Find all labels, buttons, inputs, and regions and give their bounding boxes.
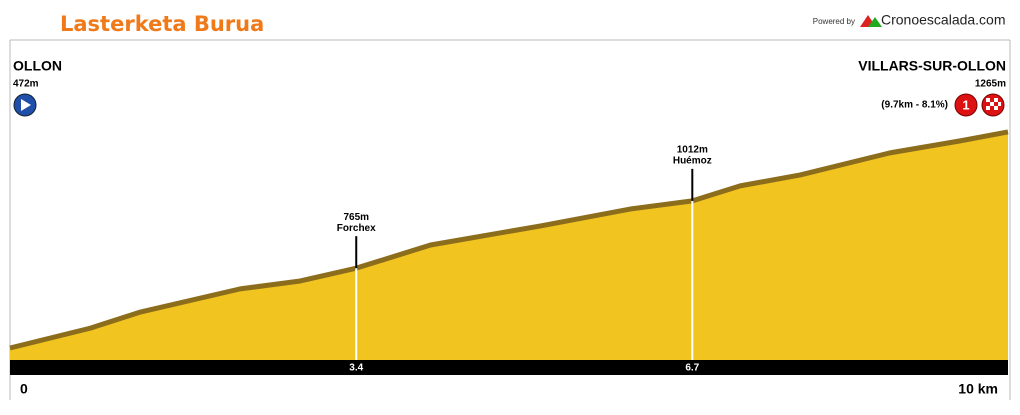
brand-logo <box>860 15 882 27</box>
x-end-label: 10 km <box>958 381 998 397</box>
powered-by: Powered by <box>813 17 855 26</box>
x-tick-label: 0 <box>20 381 28 397</box>
end-name: VILLARS-SUR-OLLON <box>858 58 1006 74</box>
marker-name: Forchex <box>337 223 376 234</box>
category-badge <box>954 93 978 117</box>
marker-elevation: 765m <box>343 212 369 223</box>
marker-distance: 6.7 <box>685 363 699 374</box>
profile-edge <box>9 129 1009 351</box>
start-elevation: 472m <box>13 79 39 90</box>
finish-icon <box>981 93 1005 117</box>
start-icon <box>13 93 37 117</box>
chart-title: Lasterketa Burua <box>60 12 264 36</box>
category-label: 1 <box>962 97 969 112</box>
marker-distance: 3.4 <box>349 363 363 374</box>
profile-area <box>10 131 1008 360</box>
marker-name: Huémoz <box>673 155 712 166</box>
start-name: OLLON <box>13 58 62 74</box>
brand: Cronoescalada.com <box>881 12 1006 28</box>
marker-elevation: 1012m <box>677 144 708 155</box>
end-detail: (9.7km - 8.1%) <box>881 100 948 111</box>
distance-bar <box>10 360 1008 375</box>
end-elevation: 1265m <box>975 79 1006 90</box>
